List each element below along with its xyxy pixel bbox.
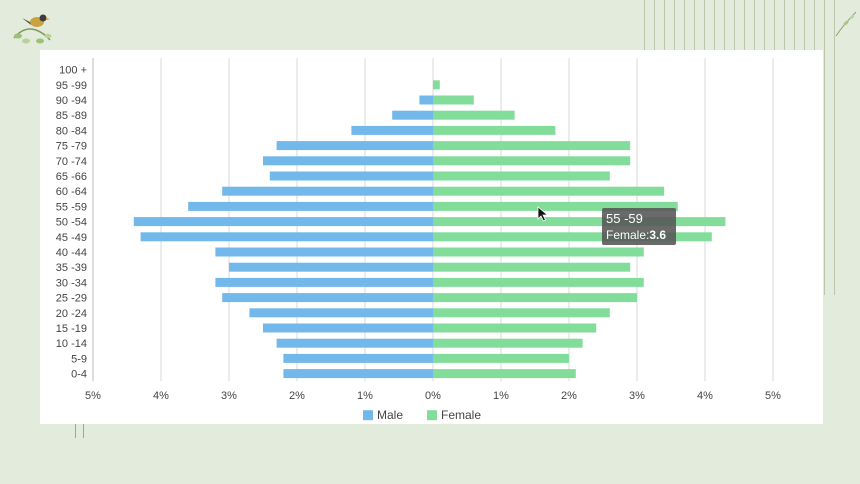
bar-female <box>433 125 556 135</box>
bar-female <box>433 262 631 272</box>
bar-male <box>249 308 433 318</box>
bar-male <box>419 95 433 105</box>
y-tick-label: 30 -34 <box>56 277 87 289</box>
y-tick-label: 25 -29 <box>56 293 87 305</box>
bar-female <box>433 232 712 242</box>
y-tick-label: 100 + <box>59 65 87 77</box>
bar-female <box>433 277 644 287</box>
tooltip-category: 55 -59 <box>606 211 643 226</box>
x-tick-label: 2% <box>561 390 577 402</box>
bar-female <box>433 338 583 348</box>
bar-male <box>133 217 434 227</box>
legend-swatch-male <box>363 410 373 421</box>
bar-female <box>433 95 474 105</box>
bar-female <box>433 217 726 227</box>
x-tick-label: 4% <box>697 390 713 402</box>
y-tick-label: 40 -44 <box>56 247 87 259</box>
x-tick-label: 5% <box>85 390 101 402</box>
y-tick-label: 0-4 <box>71 369 87 381</box>
y-tick-label: 50 -54 <box>56 217 87 229</box>
bar-male <box>140 232 433 242</box>
y-tick-label: 60 -64 <box>56 186 87 198</box>
y-tick-label: 15 -19 <box>56 323 87 335</box>
bar-female <box>433 308 610 318</box>
y-tick-label: 90 -94 <box>56 95 87 107</box>
y-tick-label: 85 -89 <box>56 110 87 122</box>
y-tick-label: 95 -99 <box>56 80 87 92</box>
bar-male <box>392 110 433 120</box>
bar-male <box>222 186 433 196</box>
y-tick-label: 65 -66 <box>56 171 87 183</box>
x-tick-label: 2% <box>289 390 305 402</box>
x-tick-label: 5% <box>765 390 781 402</box>
bar-female <box>433 110 515 120</box>
bar-male <box>215 277 433 287</box>
bar-male <box>276 338 433 348</box>
y-tick-label: 5-9 <box>71 353 87 365</box>
y-tick-label: 10 -14 <box>56 338 87 350</box>
bar-male <box>283 369 433 379</box>
legend-label-male: Male <box>377 408 403 422</box>
bar-male <box>351 125 433 135</box>
bar-female <box>433 171 610 181</box>
y-tick-label: 20 -24 <box>56 308 87 320</box>
population-pyramid-chart: 5% 4% 3% 2% 1% 0% 1% 2% 3% 4% 5% 100 + 95 -99 90 -94 8… <box>56 58 781 422</box>
y-tick-label: 75 -79 <box>56 141 87 153</box>
bar-male <box>229 262 433 272</box>
leaf-sprig-icon <box>835 11 857 37</box>
x-tick-label: 0% <box>425 390 441 402</box>
y-tick-label: 35 -39 <box>56 262 87 274</box>
chart-tooltip: 55 -59 Female:3.6 <box>602 208 676 245</box>
bar-female <box>433 293 637 303</box>
bar-male <box>222 293 433 303</box>
bar-male <box>263 323 433 333</box>
mouse-cursor-icon <box>537 206 549 222</box>
x-tick-label: 1% <box>493 390 509 402</box>
bar-female <box>433 247 644 257</box>
bar-female <box>433 156 631 166</box>
x-tick-label: 3% <box>629 390 645 402</box>
y-tick-label: 55 -59 <box>56 201 87 213</box>
bar-female <box>433 141 631 151</box>
bar-male <box>188 201 433 211</box>
tooltip-value: 3.6 <box>649 228 667 242</box>
y-tick-label: 70 -74 <box>56 156 87 168</box>
x-tick-label: 1% <box>357 390 373 402</box>
bar-female <box>433 186 665 196</box>
tooltip-series-label: Female: <box>606 228 650 242</box>
x-tick-label: 3% <box>221 390 237 402</box>
bird-icon <box>13 14 52 44</box>
chart-card: 5% 4% 3% 2% 1% 0% 1% 2% 3% 4% 5% 100 + 95 -99 90 -94 8… <box>40 50 823 424</box>
bar-male <box>215 247 433 257</box>
bar-female <box>433 353 569 363</box>
y-tick-label: 45 -49 <box>56 232 87 244</box>
bar-male <box>283 353 433 363</box>
bar-female <box>433 369 576 379</box>
bar-male <box>269 171 433 181</box>
bar-female <box>433 201 678 211</box>
bar-male <box>276 141 433 151</box>
bar-female <box>433 80 440 90</box>
bar-male <box>263 156 433 166</box>
bar-female <box>433 323 597 333</box>
legend-swatch-female <box>427 410 437 421</box>
x-tick-label: 4% <box>153 390 169 402</box>
y-tick-label: 80 -84 <box>56 125 87 137</box>
decorative-bottom-lines <box>72 424 88 438</box>
legend-label-female: Female <box>441 408 481 422</box>
